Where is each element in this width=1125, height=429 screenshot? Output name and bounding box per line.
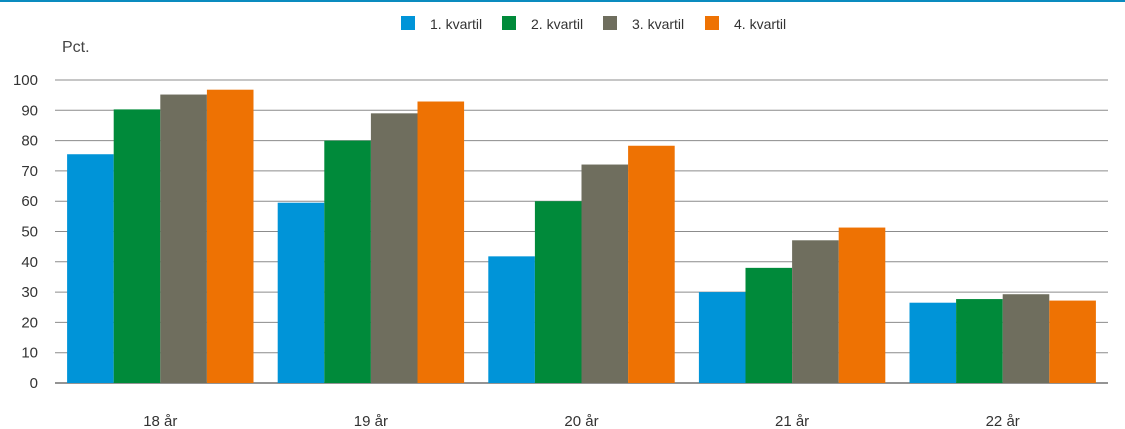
bar-4-kvartil-21-år: [839, 228, 886, 383]
y-tick-label: 60: [21, 193, 38, 210]
legend-label: 3. kvartil: [632, 16, 684, 32]
bar-4-kvartil-22-år: [1049, 301, 1096, 383]
bar-3-kvartil-18-år: [160, 95, 207, 383]
y-tick-label: 40: [21, 254, 38, 271]
y-tick-label: 90: [21, 102, 38, 119]
bar-3-kvartil-22-år: [1003, 294, 1050, 383]
bar-3-kvartil-19-år: [371, 113, 418, 383]
y-tick-label: 80: [21, 133, 38, 150]
bars: [67, 90, 1096, 383]
y-tick-label: 30: [21, 284, 38, 301]
bar-3-kvartil-20-år: [582, 165, 629, 383]
bar-1-kvartil-18-år: [67, 154, 114, 383]
x-category-label: 18 år: [143, 413, 177, 429]
y-tick-label: 0: [30, 375, 38, 392]
bar-3-kvartil-21-år: [792, 240, 839, 383]
bar-4-kvartil-20-år: [628, 146, 675, 383]
y-tick-label: 10: [21, 345, 38, 362]
legend-label: 1. kvartil: [430, 16, 482, 32]
bar-4-kvartil-19-år: [418, 102, 465, 383]
bar-2-kvartil-18-år: [114, 109, 161, 383]
x-category-label: 21 år: [775, 413, 809, 429]
bar-2-kvartil-21-år: [746, 268, 793, 383]
x-category-label: 22 år: [986, 413, 1020, 429]
y-tick-label: 100: [13, 72, 38, 89]
bar-2-kvartil-20-år: [535, 201, 582, 383]
y-tick-label: 20: [21, 314, 38, 331]
bar-4-kvartil-18-år: [207, 90, 254, 383]
x-category-label: 20 år: [564, 413, 598, 429]
bar-2-kvartil-22-år: [956, 299, 1003, 383]
y-tick-label: 70: [21, 163, 38, 180]
y-unit-label: Pct.: [62, 39, 90, 56]
x-axis-labels: 18 år 19 år 20 år 21 år 22 år: [143, 413, 1020, 429]
legend-swatch: [705, 16, 719, 30]
y-tick-label: 50: [21, 224, 38, 241]
legend-swatch: [401, 16, 415, 30]
legend-swatch: [603, 16, 617, 30]
bar-1-kvartil-22-år: [910, 303, 957, 383]
legend: 1. kvartil 2. kvartil 3. kvartil 4. kvartil: [401, 16, 786, 32]
legend-label: 2. kvartil: [531, 16, 583, 32]
y-axis-ticks: 0 10 20 30 40 50 60 70 80 90 100: [13, 72, 38, 392]
x-category-label: 19 år: [354, 413, 388, 429]
bar-1-kvartil-19-år: [278, 203, 325, 383]
legend-label: 4. kvartil: [734, 16, 786, 32]
bar-1-kvartil-21-år: [699, 292, 746, 383]
bar-2-kvartil-19-år: [324, 141, 371, 383]
legend-swatch: [502, 16, 516, 30]
bar-1-kvartil-20-år: [488, 256, 535, 383]
